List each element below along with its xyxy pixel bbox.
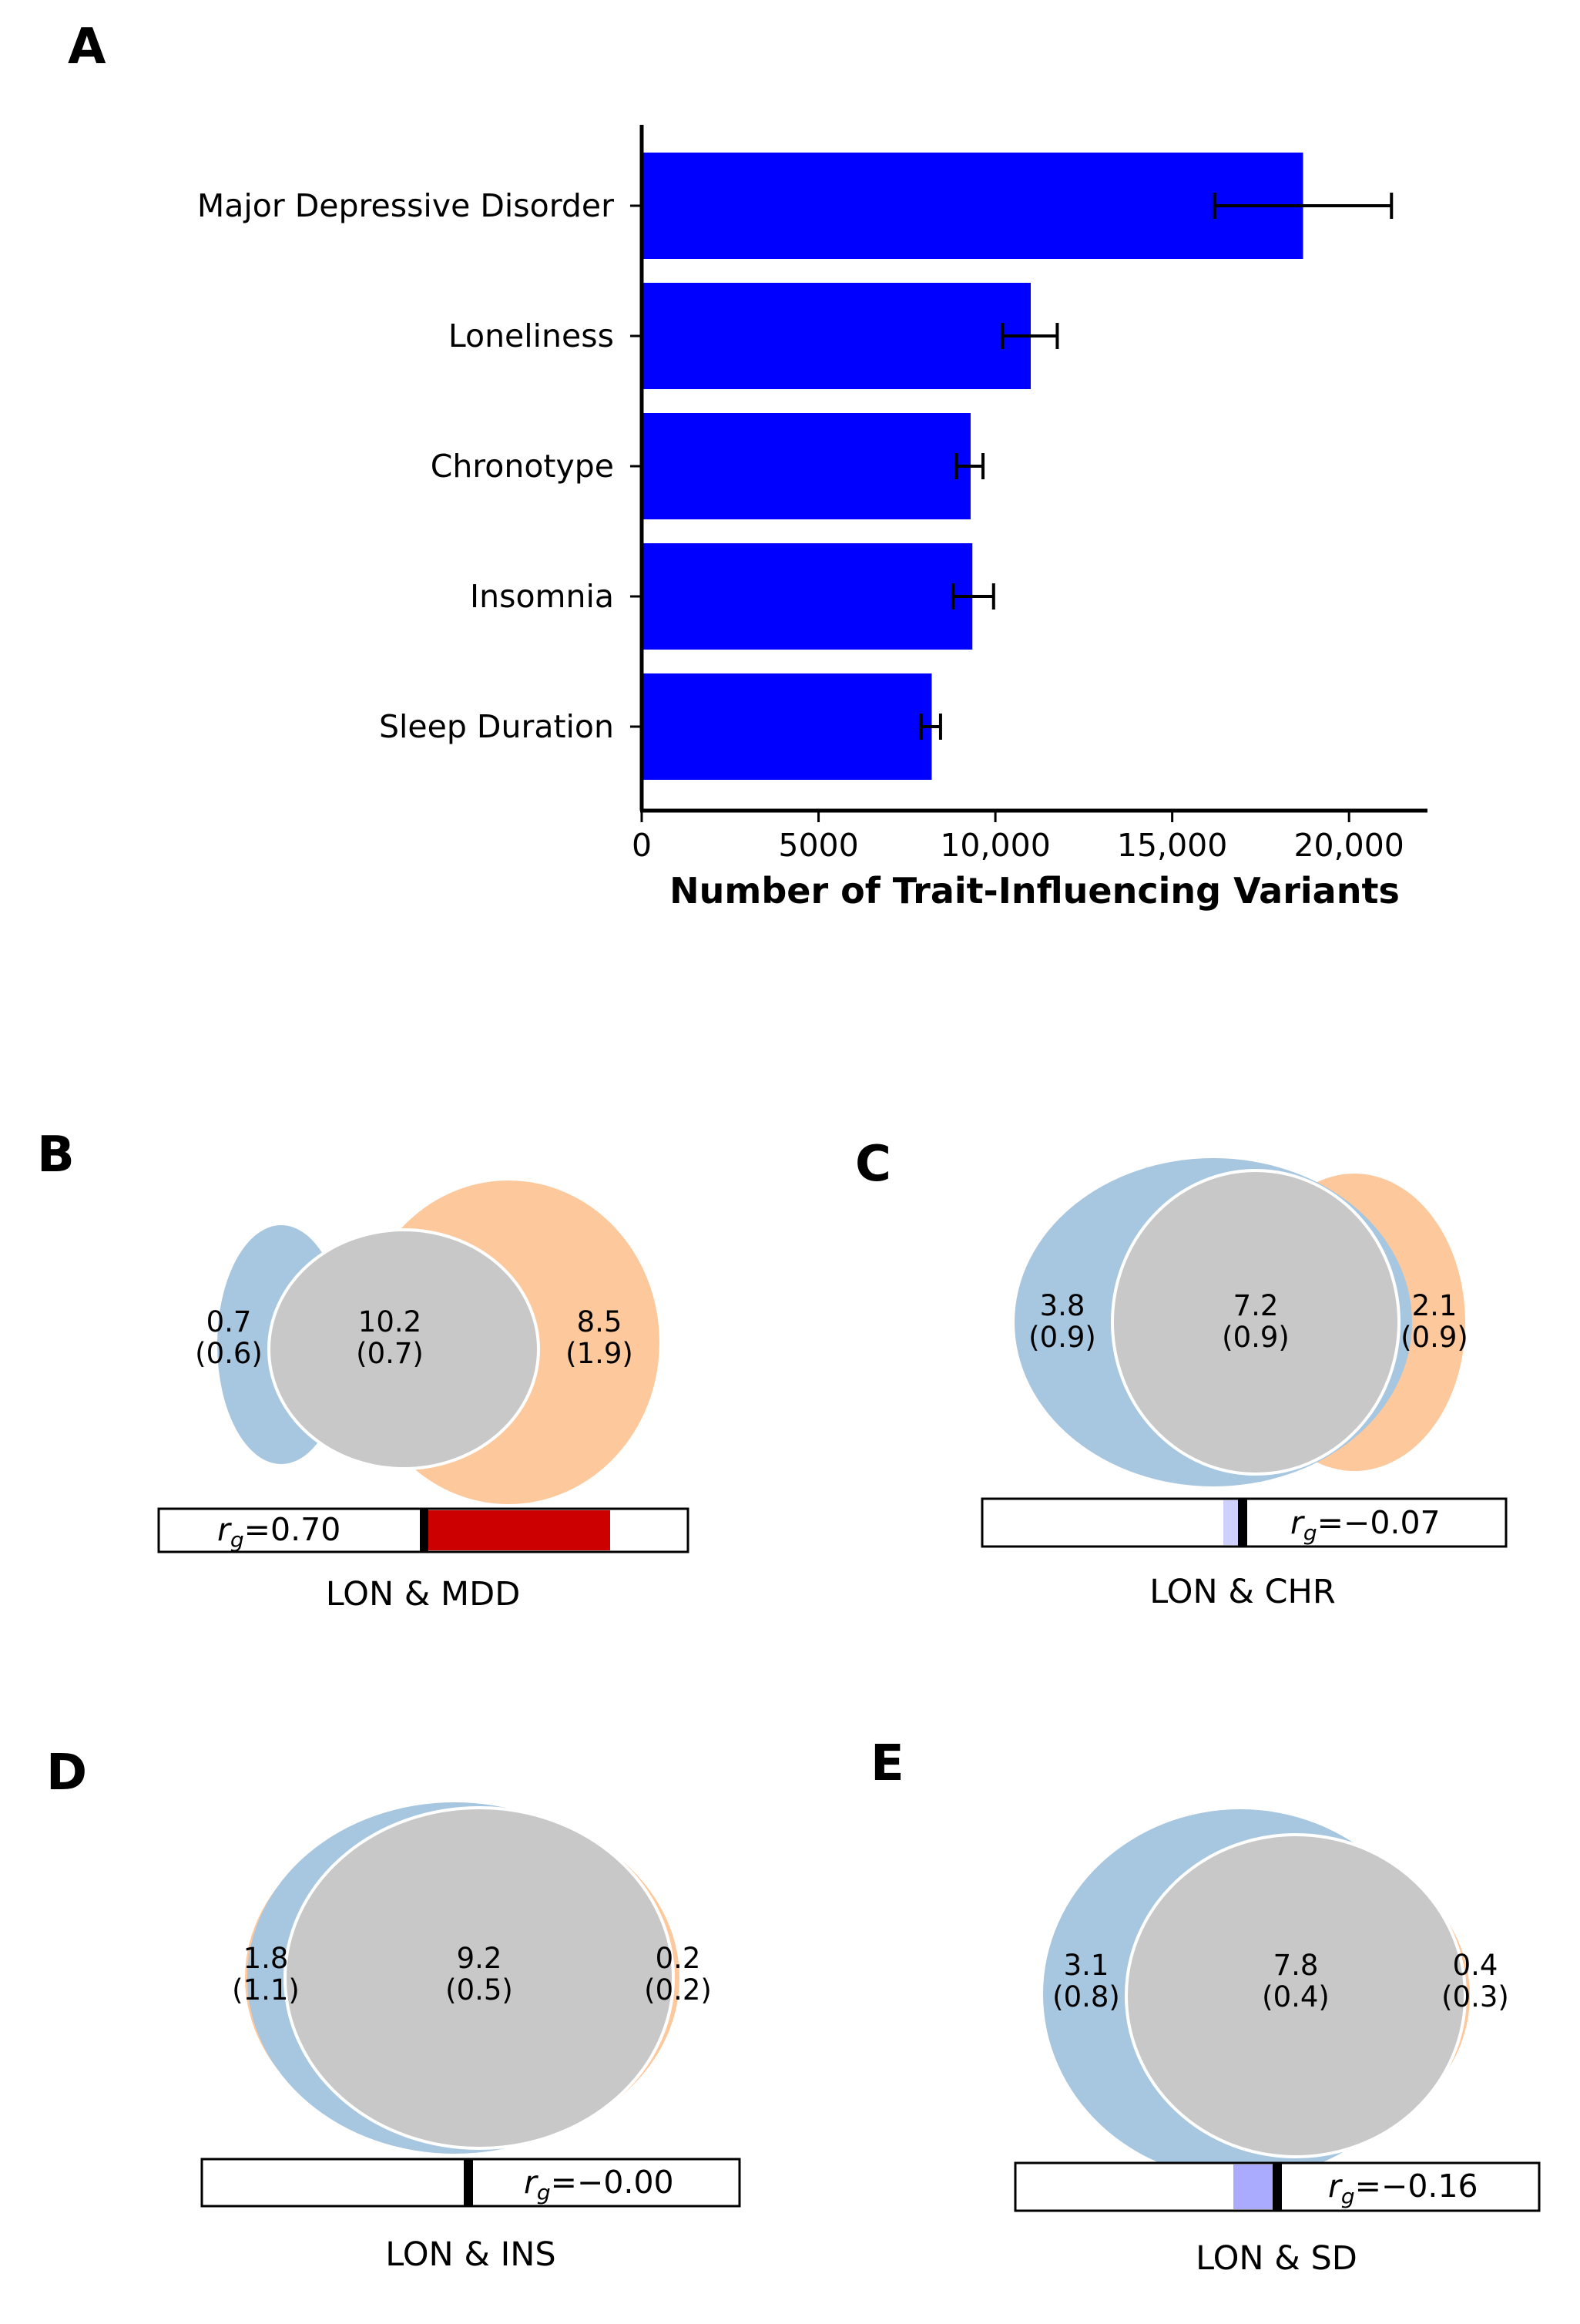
- shared-region: [1125, 1833, 1467, 2158]
- panel-e: E 3.1 (0.8) 7.8 (0.4) 0.4 (0.3) rg=−0.16…: [871, 1735, 1541, 2278]
- right-value: 0.4: [1453, 1949, 1498, 1982]
- shared-value: 7.2: [1233, 1289, 1279, 1322]
- shared-sd: (0.9): [1222, 1321, 1290, 1354]
- left-sd: (0.9): [1028, 1321, 1096, 1354]
- pair-label: LON & INS: [385, 2235, 555, 2274]
- category-label: Major Depressive Disorder: [197, 187, 614, 224]
- shared-value: 10.2: [358, 1305, 421, 1338]
- rg-fill: [428, 1510, 610, 1550]
- shared-region: [267, 1228, 540, 1470]
- x-tick-label: 5000: [778, 827, 858, 864]
- shared-region: [283, 1806, 675, 2150]
- rg-zero-marker: [1273, 2163, 1282, 2211]
- x-tick-label: 0: [632, 827, 652, 864]
- panel-d: D 1.8 (1.1) 9.2 (0.5) 0.2 (0.2) rg=−0.00…: [46, 1745, 741, 2274]
- left-value: 3.1: [1064, 1949, 1109, 1982]
- panel-letter-c: C: [855, 1136, 891, 1193]
- rg-label: rg=−0.16: [1328, 2168, 1478, 2209]
- x-tick-label: 10,000: [940, 827, 1050, 864]
- panel-b: B 0.7 (0.6) 10.2 (0.7) 8.5 (1.9) rg=0.70…: [37, 1127, 689, 1614]
- rg-fill: [1233, 2164, 1273, 2209]
- category-label: Loneliness: [448, 317, 614, 354]
- shared-value: 7.8: [1273, 1949, 1319, 1982]
- panel-letter-e: E: [871, 1735, 904, 1792]
- left-sd: (0.6): [195, 1337, 263, 1370]
- pair-label: LON & CHR: [1149, 1573, 1336, 1611]
- right-value: 8.5: [577, 1305, 622, 1338]
- rg-zero-marker: [1238, 1499, 1247, 1547]
- left-sd: (1.1): [232, 1973, 300, 2007]
- panel-a: A Major Depressive Disorder Loneliness Chr…: [68, 18, 1427, 912]
- right-sd: (1.9): [565, 1337, 633, 1370]
- x-tick-label: 15,000: [1117, 827, 1227, 864]
- x-tick-label: 20,000: [1293, 827, 1404, 864]
- shared-sd: (0.5): [445, 1973, 513, 2007]
- panel-letter-b: B: [37, 1127, 75, 1184]
- left-value: 1.8: [243, 1942, 289, 1975]
- bar: [642, 673, 932, 780]
- right-sd: (0.2): [644, 1973, 712, 2007]
- panel-c: C 3.8 (0.9) 7.2 (0.9) 2.1 (0.9) rg=−0.07…: [855, 1136, 1508, 1611]
- panel-letter-d: D: [46, 1745, 87, 1802]
- category-label: Chronotype: [431, 448, 614, 485]
- bar: [642, 543, 973, 650]
- right-value: 2.1: [1412, 1289, 1458, 1322]
- right-sd: (0.3): [1441, 1980, 1509, 2013]
- bar: [642, 153, 1303, 259]
- rg-label: rg=−0.00: [524, 2164, 674, 2205]
- shared-value: 9.2: [457, 1942, 502, 1975]
- category-label: Insomnia: [470, 578, 614, 615]
- rg-zero-marker: [464, 2159, 473, 2206]
- x-axis-title: Number of Trait-Influencing Variants: [669, 870, 1400, 912]
- bar: [642, 413, 971, 519]
- left-value: 3.8: [1040, 1289, 1085, 1322]
- rg-zero-marker: [420, 1509, 428, 1552]
- left-value: 0.7: [206, 1305, 252, 1338]
- shared-sd: (0.7): [356, 1337, 424, 1370]
- right-value: 0.2: [656, 1942, 701, 1975]
- pair-label: LON & MDD: [326, 1575, 521, 1614]
- pair-label: LON & SD: [1196, 2239, 1357, 2278]
- category-label: Sleep Duration: [379, 708, 614, 745]
- rg-label: rg=0.70: [217, 1511, 340, 1553]
- rg-label: rg=−0.07: [1290, 1504, 1441, 1546]
- bar: [642, 283, 1031, 389]
- right-sd: (0.9): [1401, 1321, 1468, 1354]
- shared-region: [1111, 1169, 1401, 1476]
- panel-letter-a: A: [68, 18, 106, 76]
- left-sd: (0.8): [1052, 1980, 1120, 2013]
- shared-sd: (0.4): [1262, 1980, 1330, 2013]
- rg-fill: [1223, 1500, 1239, 1545]
